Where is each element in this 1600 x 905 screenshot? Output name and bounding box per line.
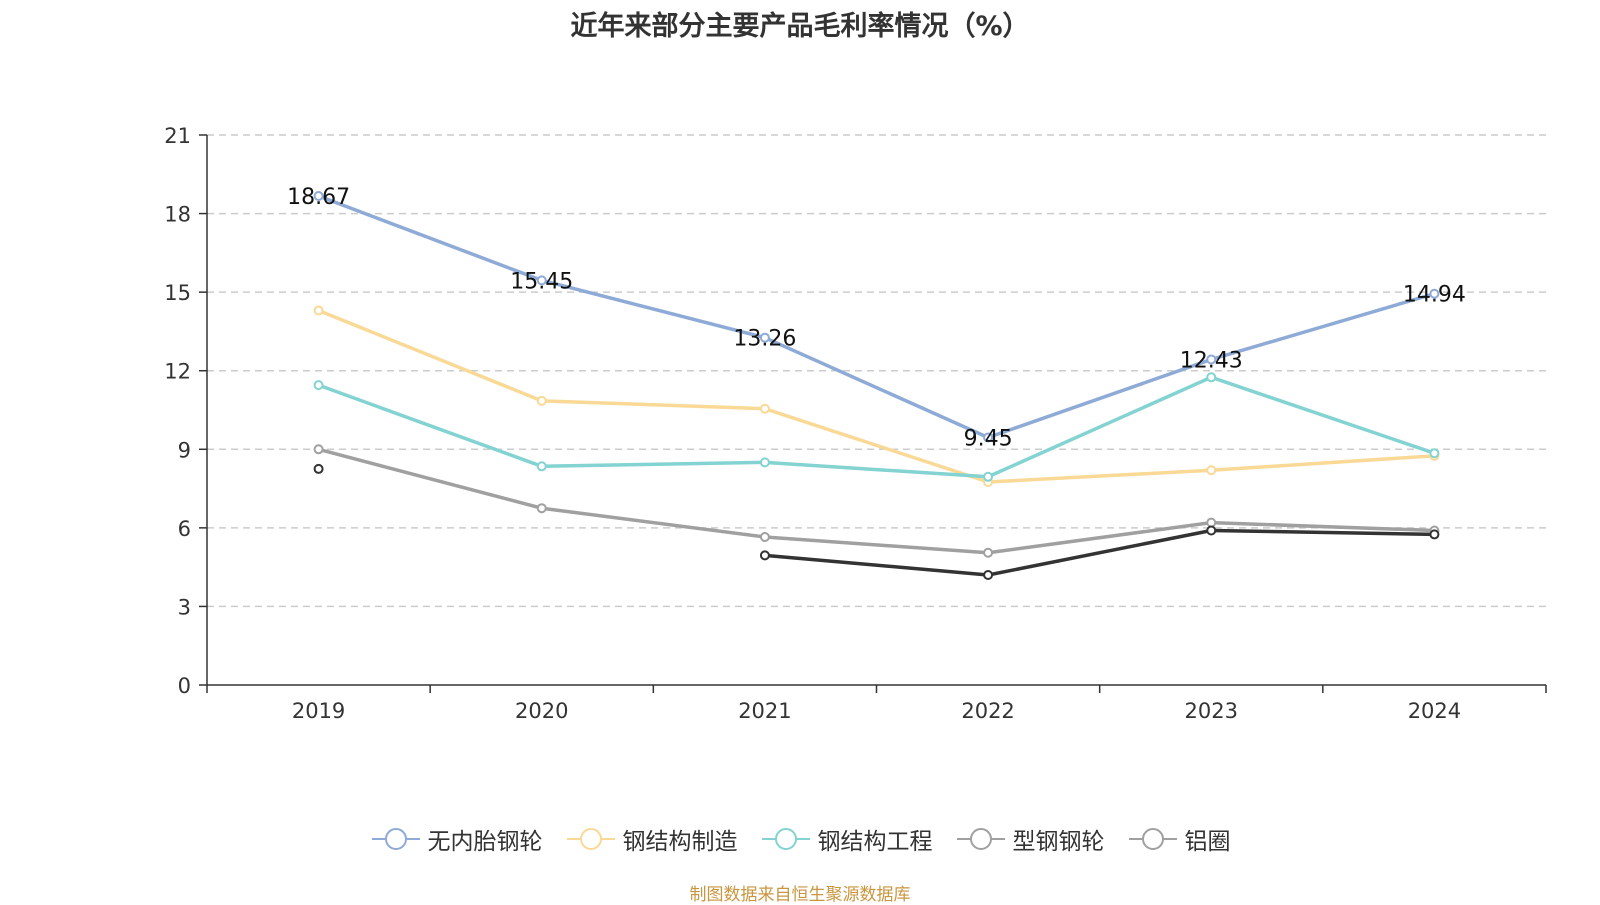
axes: 0 3 6 9 12 15 18 21 2019 2020 2021 2022 2023 2024: [164, 124, 1547, 723]
y-tick-label: 18: [164, 203, 191, 227]
series-3: [313, 372, 1440, 482]
data-label: 18.67: [287, 185, 350, 210]
series-2: [313, 305, 1440, 488]
legend-label: 钢结构制造: [622, 829, 738, 855]
legend-item[interactable]: 型钢钢轮: [955, 822, 1105, 856]
legend-symbol-icon: [1128, 828, 1177, 850]
data-point: [759, 403, 770, 414]
data-point: [313, 305, 324, 316]
series-line: [316, 308, 1437, 484]
legend-marker: [579, 828, 602, 850]
legend-item[interactable]: 无内胎钢轮: [370, 822, 543, 856]
legend-label: 铝圈: [1184, 829, 1231, 855]
data-point: [1206, 525, 1217, 536]
data-point: [759, 457, 770, 468]
data-point: [1206, 465, 1217, 476]
grid-lines: [207, 134, 1546, 608]
legend-item[interactable]: 铝圈: [1127, 822, 1231, 856]
x-tick-label: 2024: [1408, 699, 1461, 723]
series-line: [316, 194, 1437, 440]
data-label: 15.45: [510, 269, 573, 294]
legend-marker: [774, 828, 797, 850]
series-line: [763, 528, 1437, 577]
data-point: [313, 191, 324, 202]
series-1: [313, 191, 1440, 443]
legend-label: 无内胎钢轮: [427, 829, 543, 855]
source-note: 制图数据来自恒生聚源数据库: [689, 885, 911, 905]
data-point: [313, 463, 324, 474]
y-tick-label: 21: [164, 124, 191, 148]
data-label: 14.94: [1403, 283, 1466, 308]
data-labels: 18.67 15.45 13.26 9.45 12.43 14.94: [287, 185, 1466, 451]
legend-marker: [1141, 828, 1164, 850]
x-tick-label: 2021: [738, 699, 791, 723]
data-label: 13.26: [733, 327, 796, 352]
legend-marker: [969, 828, 992, 850]
data-point: [1429, 288, 1440, 299]
legend-item[interactable]: 钢结构制造: [565, 822, 738, 856]
series-5: [313, 463, 1440, 580]
data-point: [1206, 517, 1217, 528]
data-point: [983, 432, 994, 443]
series-lines: [313, 191, 1440, 580]
data-point: [536, 275, 547, 286]
y-tick-label: 15: [164, 281, 191, 305]
legend-symbol-icon: [956, 828, 1005, 850]
y-tick-label: 9: [178, 438, 191, 462]
legend-symbol-icon: [566, 828, 615, 850]
legend-symbol-icon: [371, 828, 420, 850]
y-tick-label: 6: [178, 517, 191, 541]
y-tick-label: 12: [164, 360, 191, 384]
x-tick-label: 2022: [961, 699, 1014, 723]
data-point: [983, 471, 994, 482]
legend: 无内胎钢轮 钢结构制造 钢结构工程 型钢钢轮 铝圈: [0, 822, 1600, 856]
x-tick-label: 2020: [515, 699, 568, 723]
y-tick-label: 3: [178, 595, 191, 619]
data-label: 9.45: [964, 427, 1013, 452]
series-4: [313, 444, 1440, 558]
legend-label: 型钢钢轮: [1012, 829, 1105, 855]
legend-item[interactable]: 钢结构工程: [760, 822, 933, 856]
data-point: [313, 444, 324, 455]
series-line: [316, 375, 1437, 479]
data-point: [759, 550, 770, 561]
data-point: [759, 532, 770, 543]
x-tick-label: 2019: [292, 699, 345, 723]
data-point: [1206, 354, 1217, 365]
legend-label: 钢结构工程: [817, 829, 933, 855]
series-line: [316, 447, 1437, 555]
data-point: [1429, 529, 1440, 540]
data-label: 12.43: [1180, 348, 1243, 373]
data-point: [313, 380, 324, 391]
chart-title: 近年来部分主要产品毛利率情况（%）: [570, 11, 1030, 42]
x-tick-label: 2023: [1185, 699, 1238, 723]
data-point: [536, 461, 547, 472]
data-point: [536, 503, 547, 514]
data-point: [983, 547, 994, 558]
data-point: [759, 332, 770, 343]
legend-marker: [384, 828, 407, 850]
data-point: [536, 395, 547, 406]
data-point: [983, 570, 994, 580]
data-point: [1206, 372, 1217, 383]
data-point: [1429, 448, 1440, 459]
y-tick-label: 0: [178, 674, 191, 698]
legend-symbol-icon: [761, 828, 810, 850]
